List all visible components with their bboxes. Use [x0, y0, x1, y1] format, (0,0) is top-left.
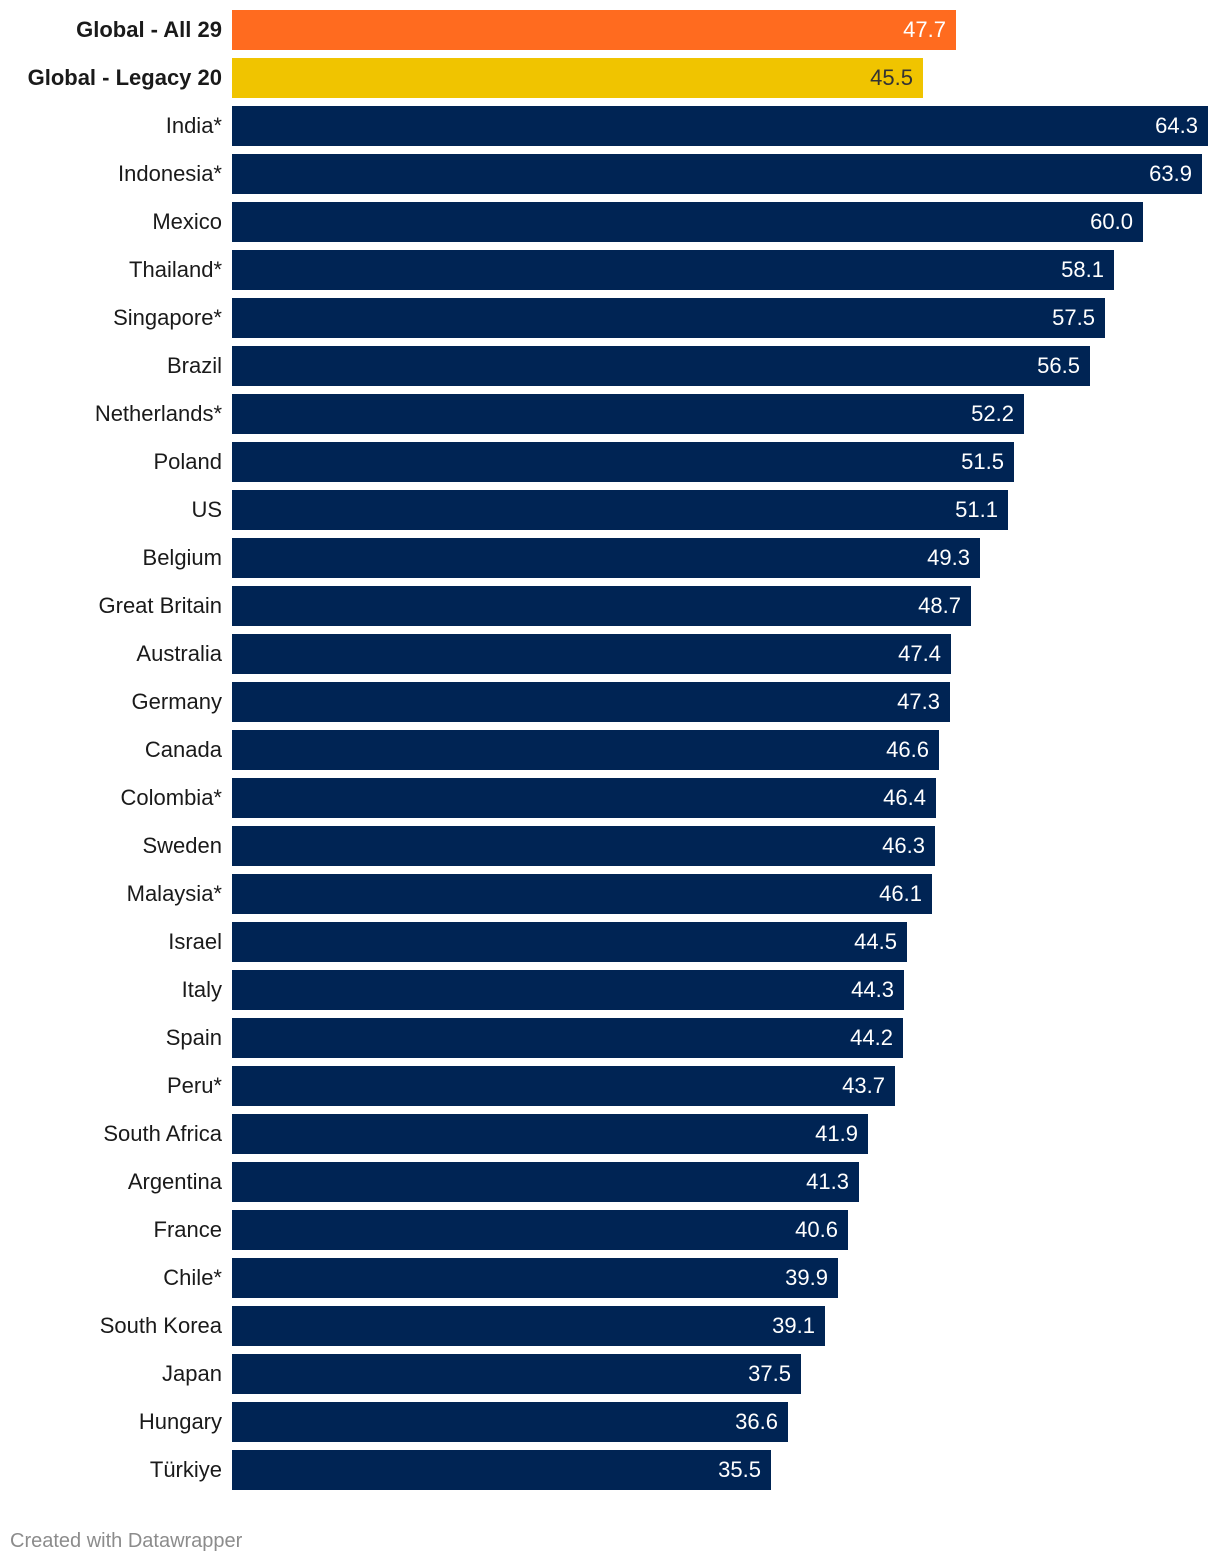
- category-label: Singapore*: [113, 305, 222, 330]
- category-label: Peru*: [166, 1073, 222, 1098]
- bar: [232, 1018, 903, 1058]
- category-label: India*: [165, 113, 222, 138]
- value-label: 39.1: [772, 1313, 815, 1338]
- value-label: 47.4: [898, 641, 941, 666]
- bar: [232, 1114, 868, 1154]
- category-label: Spain: [165, 1025, 222, 1050]
- value-label: 44.3: [851, 977, 894, 1002]
- bar: [232, 1450, 771, 1490]
- value-label: 64.3: [1155, 113, 1198, 138]
- value-label: 44.5: [854, 929, 897, 954]
- bar: [232, 826, 935, 866]
- value-label: 57.5: [1052, 305, 1095, 330]
- bar-chart: Global - All 29 47.7 Global - Legacy 20 45.…: [27, 10, 1208, 1490]
- value-label: 46.6: [886, 737, 929, 762]
- value-label: 35.5: [718, 1457, 761, 1482]
- value-label: 63.9: [1149, 161, 1192, 186]
- category-label: Italy: [181, 977, 222, 1002]
- bar: [232, 106, 1208, 146]
- bar: [232, 586, 971, 626]
- category-label: Japan: [162, 1361, 222, 1386]
- category-label: Canada: [144, 737, 222, 762]
- value-label: 47.3: [897, 689, 940, 714]
- value-label: 46.1: [879, 881, 922, 906]
- category-label: France: [153, 1217, 222, 1242]
- bar: [232, 346, 1090, 386]
- bar: [232, 154, 1202, 194]
- bar: [232, 922, 907, 962]
- bar: [232, 442, 1014, 482]
- bar: [232, 298, 1105, 338]
- bar: [232, 394, 1024, 434]
- value-label: 41.3: [806, 1169, 849, 1194]
- bar: [232, 682, 950, 722]
- category-label: South Africa: [103, 1121, 222, 1146]
- bar: [232, 634, 951, 674]
- value-label: 45.5: [870, 65, 913, 90]
- bar: [232, 58, 923, 98]
- category-label: Global - Legacy 20: [27, 65, 222, 90]
- value-label: 51.1: [955, 497, 998, 522]
- bar: [232, 1162, 859, 1202]
- value-label: 56.5: [1037, 353, 1080, 378]
- category-label: Chile*: [163, 1265, 222, 1290]
- bar: [232, 202, 1143, 242]
- bar: [232, 1402, 788, 1442]
- category-label: Mexico: [152, 209, 222, 234]
- bar: [232, 730, 939, 770]
- bar: [232, 874, 932, 914]
- bar: [232, 1258, 838, 1298]
- category-label: US: [191, 497, 222, 522]
- value-label: 47.7: [903, 17, 946, 42]
- category-label: Poland: [153, 449, 222, 474]
- category-label: Great Britain: [98, 593, 223, 618]
- value-label: 44.2: [850, 1025, 893, 1050]
- value-label: 52.2: [971, 401, 1014, 426]
- bar: [232, 538, 980, 578]
- category-label: South Korea: [99, 1313, 222, 1338]
- value-label: 51.5: [961, 449, 1004, 474]
- value-label: 41.9: [815, 1121, 858, 1146]
- bar: [232, 778, 936, 818]
- bar: [232, 490, 1008, 530]
- value-label: 49.3: [927, 545, 970, 570]
- value-label: 39.9: [785, 1265, 828, 1290]
- category-label: Netherlands*: [94, 401, 222, 426]
- bar: [232, 1306, 825, 1346]
- footer-credit: Created with Datawrapper: [10, 1530, 243, 1552]
- value-label: 46.4: [883, 785, 926, 810]
- category-label: Türkiye: [149, 1457, 222, 1482]
- category-label: Australia: [136, 641, 222, 666]
- category-label: Israel: [168, 929, 222, 954]
- category-label: Sweden: [142, 833, 222, 858]
- category-label: Colombia*: [120, 785, 223, 810]
- value-label: 60.0: [1090, 209, 1133, 234]
- bar: [232, 10, 956, 50]
- bar: [232, 1354, 801, 1394]
- category-label: Indonesia*: [118, 161, 222, 186]
- value-label: 43.7: [842, 1073, 885, 1098]
- category-label: Belgium: [142, 545, 222, 570]
- value-label: 46.3: [882, 833, 925, 858]
- category-label: Brazil: [166, 353, 222, 378]
- category-label: Global - All 29: [76, 17, 222, 42]
- category-label: Argentina: [127, 1169, 222, 1194]
- value-label: 48.7: [918, 593, 961, 618]
- value-label: 58.1: [1061, 257, 1104, 282]
- value-label: 37.5: [748, 1361, 791, 1386]
- bar: [232, 970, 904, 1010]
- bar: [232, 1210, 848, 1250]
- value-label: 36.6: [735, 1409, 778, 1434]
- category-label: Germany: [131, 689, 222, 714]
- value-label: 40.6: [795, 1217, 838, 1242]
- bar: [232, 250, 1114, 290]
- category-label: Thailand*: [129, 257, 222, 282]
- category-label: Hungary: [138, 1409, 222, 1434]
- bar: [232, 1066, 895, 1106]
- category-label: Malaysia*: [126, 881, 222, 906]
